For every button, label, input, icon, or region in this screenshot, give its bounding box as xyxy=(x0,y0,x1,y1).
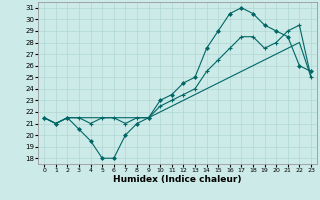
X-axis label: Humidex (Indice chaleur): Humidex (Indice chaleur) xyxy=(113,175,242,184)
